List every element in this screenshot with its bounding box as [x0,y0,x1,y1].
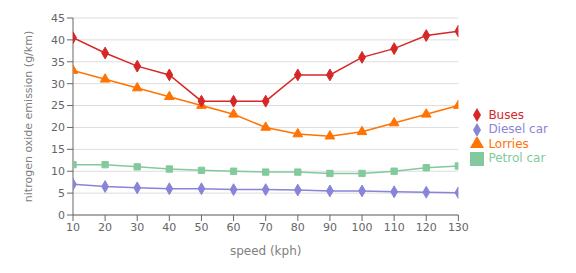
svg-text:nitrogen oxide emission (g/km): nitrogen oxide emission (g/km) [22,31,35,202]
svg-text:100: 100 [352,221,373,234]
svg-text:120: 120 [416,221,437,234]
html-text:Petrol car: Petrol car [488,151,546,165]
svg-text:20: 20 [51,121,65,134]
svg-text:25: 25 [51,99,65,112]
svg-text:130: 130 [448,221,469,234]
svg-text:10: 10 [51,165,65,178]
svg-text:5: 5 [58,187,65,200]
svg-text:50: 50 [194,221,208,234]
svg-text:90: 90 [323,221,337,234]
svg-text:30: 30 [51,78,65,91]
svg-text:40: 40 [51,34,65,47]
html-text:Lorries: Lorries [488,136,529,151]
svg-text:0: 0 [58,209,65,222]
html-text:Buses: Buses [488,107,525,122]
svg-text:10: 10 [66,221,80,234]
svg-text:speed (kph): speed (kph) [230,244,302,258]
svg-text:30: 30 [130,221,144,234]
svg-text:45: 45 [51,12,65,25]
svg-text:35: 35 [51,56,65,69]
svg-text:110: 110 [384,221,405,234]
svg-text:70: 70 [259,221,273,234]
svg-text:80: 80 [291,221,305,234]
svg-text:60: 60 [227,221,241,234]
html-text:Diesel car: Diesel car [488,122,548,136]
svg-text:40: 40 [162,221,176,234]
svg-text:20: 20 [98,221,112,234]
svg-text:15: 15 [51,143,65,156]
